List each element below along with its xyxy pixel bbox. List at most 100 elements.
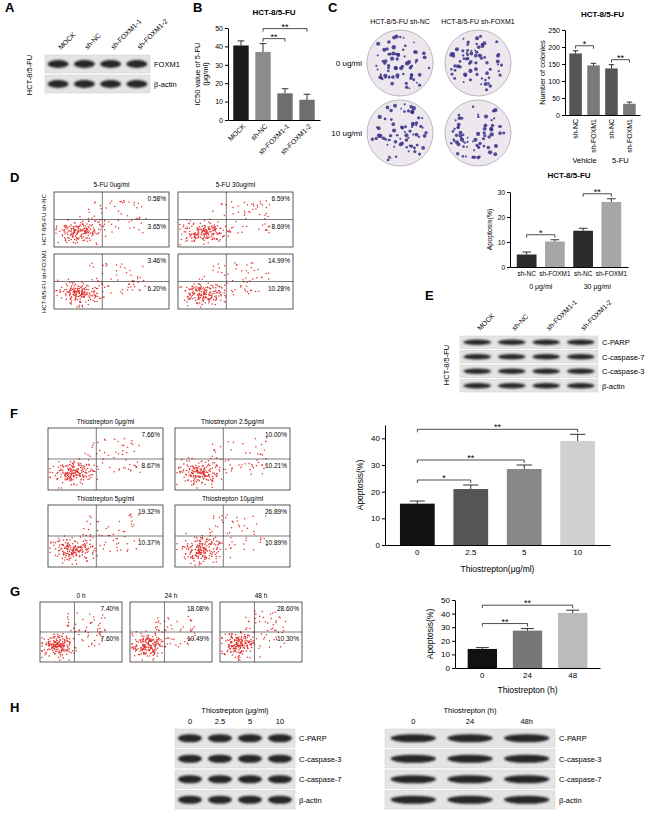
colony (459, 131, 463, 135)
error-bar (517, 465, 532, 469)
flow-dot (192, 298, 194, 300)
flow-dot (213, 293, 215, 295)
x-axis: MOCKsh-NCsh-FOXM1-1sh-FOXM1-2 (227, 120, 321, 156)
flow-dot (58, 538, 60, 540)
colony (462, 145, 465, 148)
flow-dot (248, 293, 250, 295)
y-tick-label: 10 (215, 98, 223, 105)
flow-dot (85, 227, 87, 229)
x-tick: sh-NC (517, 267, 536, 277)
colony (375, 137, 378, 140)
colony (498, 131, 502, 135)
flow-dot (86, 229, 88, 231)
flow-frame (48, 505, 163, 567)
flow-dot (77, 291, 79, 293)
flow-dot (88, 221, 90, 223)
colony (483, 131, 486, 134)
quadrant-percent: 6.20% (148, 285, 167, 292)
flow-dot (189, 298, 191, 300)
significance-label: * (442, 473, 446, 483)
flow-dot (77, 285, 79, 287)
colony (404, 44, 407, 47)
flow-dot (211, 483, 213, 485)
flow-dot (255, 208, 257, 210)
colony (417, 116, 420, 119)
flow-dot (228, 441, 230, 443)
flow-dot (99, 229, 101, 231)
flow-dot (73, 483, 75, 485)
colony (451, 73, 454, 76)
colony (489, 128, 493, 132)
flow-dot (91, 279, 93, 281)
flow-dot (236, 264, 238, 266)
flow-dot (71, 478, 73, 480)
flow-dot (189, 235, 191, 237)
colony (419, 125, 422, 128)
flow-dot (198, 462, 200, 464)
flow-dot (241, 270, 243, 272)
flow-dot (68, 472, 70, 474)
flow-dot (203, 233, 205, 235)
flow-dot (253, 205, 255, 207)
colony (413, 150, 416, 153)
flow-dot (69, 230, 71, 232)
colony (410, 145, 413, 148)
flow-dot (84, 230, 86, 232)
colony (402, 73, 405, 76)
flow-dot (98, 285, 100, 287)
flow-dot (204, 293, 206, 295)
flow-dot (105, 265, 107, 267)
flow-dot (60, 473, 62, 475)
flow-dot (73, 473, 75, 475)
flow-dot (64, 478, 66, 480)
flow-dot (80, 467, 82, 469)
flow-dot (201, 473, 203, 475)
flow-dot (102, 462, 104, 464)
flow-dot (257, 205, 259, 207)
flow-plot: 3.46%6.20% (54, 254, 169, 309)
flow-dot (93, 266, 95, 268)
y-tick-mark (225, 83, 228, 84)
flow-dot (91, 290, 93, 292)
flow-dot (209, 292, 211, 294)
flow-dot (205, 475, 207, 477)
flow-dot (202, 230, 204, 232)
flow-dot (193, 287, 195, 289)
flow-dot (186, 470, 188, 472)
flow-dot (212, 476, 214, 478)
flow-dot (206, 235, 208, 237)
flow-dot (218, 295, 220, 297)
y-tick-mark (225, 46, 228, 47)
colony (403, 110, 406, 113)
flow-dot (212, 285, 214, 287)
flow-dot (265, 229, 267, 231)
x-axis-line (386, 545, 611, 546)
flow-dot (186, 460, 188, 462)
flow-dot (68, 554, 70, 556)
colony (416, 144, 419, 147)
colony (387, 70, 390, 73)
flow-dot (213, 299, 215, 301)
flow-dot (219, 228, 221, 230)
flow-dot (77, 289, 79, 291)
flow-dot (84, 230, 86, 232)
flow-dot (200, 306, 202, 308)
flow-dot (190, 293, 192, 295)
flow-dot (77, 299, 79, 301)
colony (388, 75, 391, 78)
flow-dot (76, 291, 78, 293)
colony (407, 137, 409, 139)
flow-dot (142, 232, 144, 234)
flow-dot (87, 550, 89, 552)
flow-dot (81, 296, 83, 298)
flow-dot (69, 554, 71, 556)
flow-dot (88, 232, 90, 234)
flow-dot (62, 472, 64, 474)
flow-dot (89, 297, 91, 299)
flow-dot (219, 239, 221, 241)
flow-dot (200, 222, 202, 224)
colony (411, 122, 414, 125)
flow-dot (75, 225, 77, 227)
flow-dot (191, 233, 193, 235)
bar (569, 53, 582, 115)
